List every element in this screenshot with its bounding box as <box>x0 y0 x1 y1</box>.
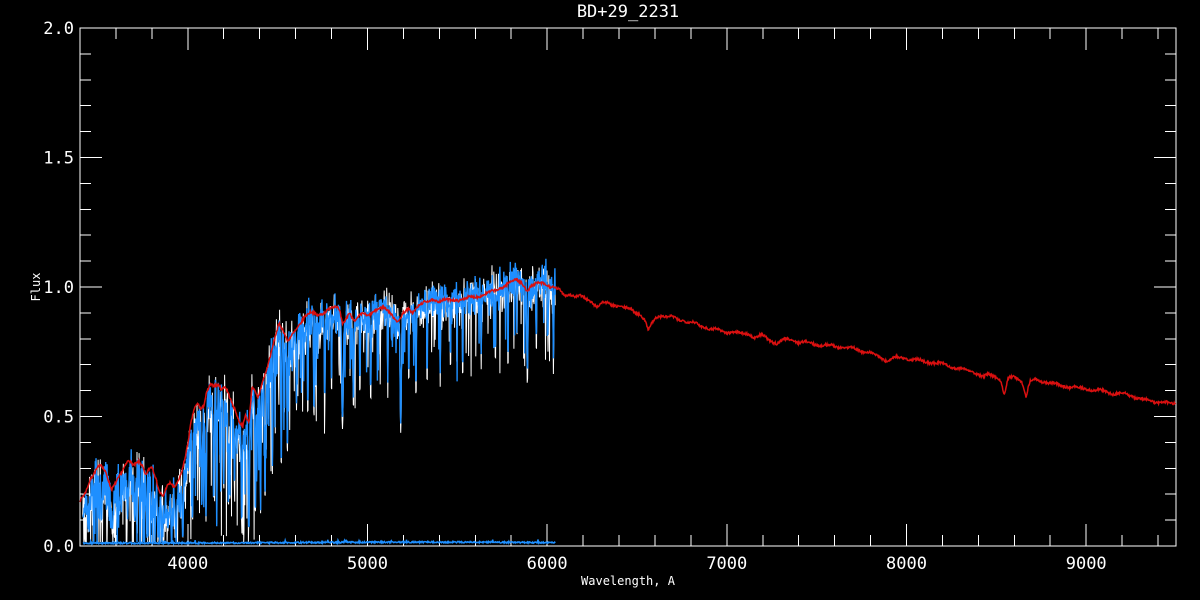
curves-layer <box>79 258 1177 546</box>
x-tick-label: 7000 <box>706 554 747 574</box>
plot-title: BD+29_2231 <box>577 2 679 22</box>
observed-spectrum-blue-curve <box>82 258 556 543</box>
tick-labels-layer: 4000 5000 6000 7000 8000 9000 0.0 0.5 1.0 1.5 2.0 <box>43 19 1106 574</box>
x-axis-title: Wavelength, A <box>581 574 676 588</box>
major-ticks <box>80 27 1176 547</box>
template-spectrum-curve <box>79 277 1177 503</box>
x-tick-label: 6000 <box>527 554 568 574</box>
error-spectrum-curve <box>82 537 556 546</box>
x-tick-label: 8000 <box>886 554 927 574</box>
y-tick-label: 1.0 <box>43 278 74 298</box>
x-tick-label: 9000 <box>1066 554 1107 574</box>
y-axis-title: Flux <box>29 273 43 302</box>
y-tick-label: 2.0 <box>43 19 74 39</box>
x-tick-label: 4000 <box>167 554 208 574</box>
x-tick-label: 5000 <box>347 554 388 574</box>
y-tick-label: 0.0 <box>43 537 74 557</box>
y-tick-label: 0.5 <box>43 408 74 428</box>
y-tick-label: 1.5 <box>43 149 74 169</box>
